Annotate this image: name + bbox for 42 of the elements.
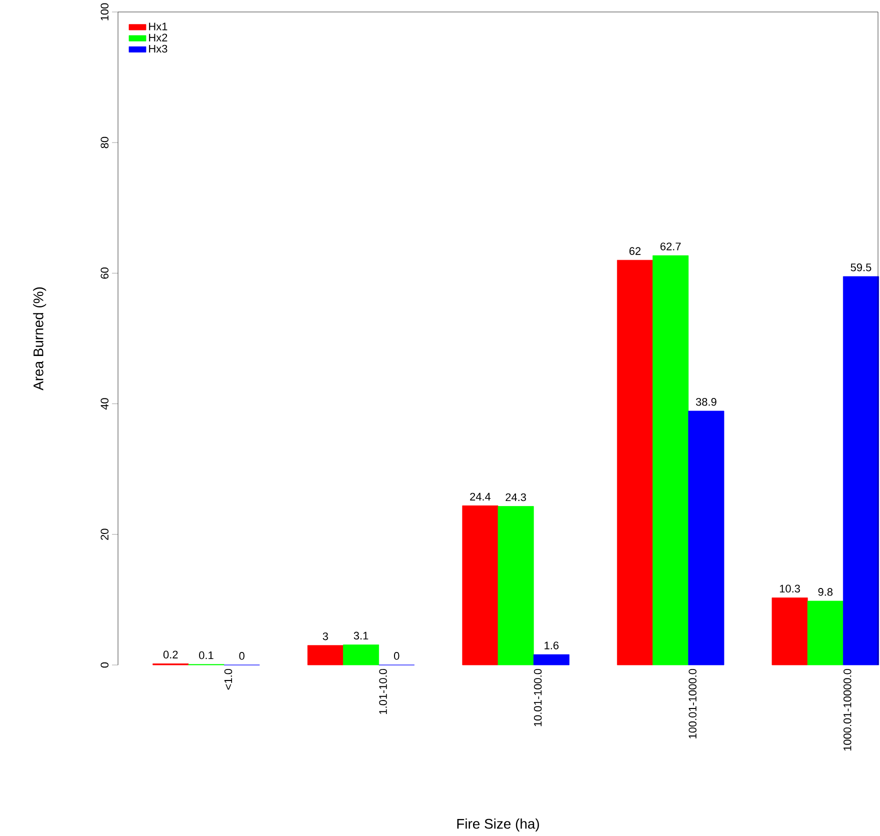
x-tick-label: 1.01-10.0 xyxy=(379,668,387,714)
legend-label: Hx3 xyxy=(149,44,168,53)
x-tick-label: 1000.01-10000.0 xyxy=(844,668,852,751)
bar xyxy=(688,410,724,666)
y-tick-label: 80 xyxy=(100,136,108,148)
legend-label: Hx1 xyxy=(149,22,168,30)
y-tick-label: 0 xyxy=(100,662,108,668)
bar xyxy=(498,506,534,666)
data-label: 3.1 xyxy=(354,632,368,640)
data-label: 1.6 xyxy=(544,642,559,650)
data-label: 62.7 xyxy=(660,242,681,250)
data-label: 10.3 xyxy=(780,584,800,593)
y-axis-title: Area Burned (%) xyxy=(33,287,46,390)
data-label: 0 xyxy=(239,652,244,660)
data-label: 24.3 xyxy=(506,493,526,502)
data-label: 9.8 xyxy=(818,588,833,596)
x-tick-label: 10.01-100.0 xyxy=(534,668,542,726)
bar xyxy=(343,644,380,666)
x-axis-title: Fire Size (ha) xyxy=(457,818,539,832)
bar xyxy=(652,255,689,666)
bar xyxy=(616,260,653,666)
y-tick-label: 20 xyxy=(100,528,108,540)
data-label: 24.4 xyxy=(470,492,491,500)
data-label: 38.9 xyxy=(696,398,716,406)
bar xyxy=(807,600,844,666)
x-tick-label: 100.01-1000.0 xyxy=(688,668,696,738)
y-tick-label: 40 xyxy=(100,398,108,410)
data-label: 0.1 xyxy=(199,651,214,660)
data-label: 3 xyxy=(322,632,328,640)
data-label: 0 xyxy=(394,652,400,660)
data-label: 59.5 xyxy=(850,264,872,272)
x-tick-label: <1.0 xyxy=(224,668,232,690)
bar xyxy=(307,645,344,666)
data-label: 62 xyxy=(629,247,641,255)
data-label: 0.2 xyxy=(163,650,178,658)
y-tick-label: 100 xyxy=(100,3,108,20)
y-tick-label: 60 xyxy=(100,268,108,279)
bar xyxy=(772,598,808,666)
bar xyxy=(462,505,498,666)
bar xyxy=(533,654,570,666)
legend-label: Hx2 xyxy=(149,34,168,42)
bar xyxy=(842,276,879,666)
